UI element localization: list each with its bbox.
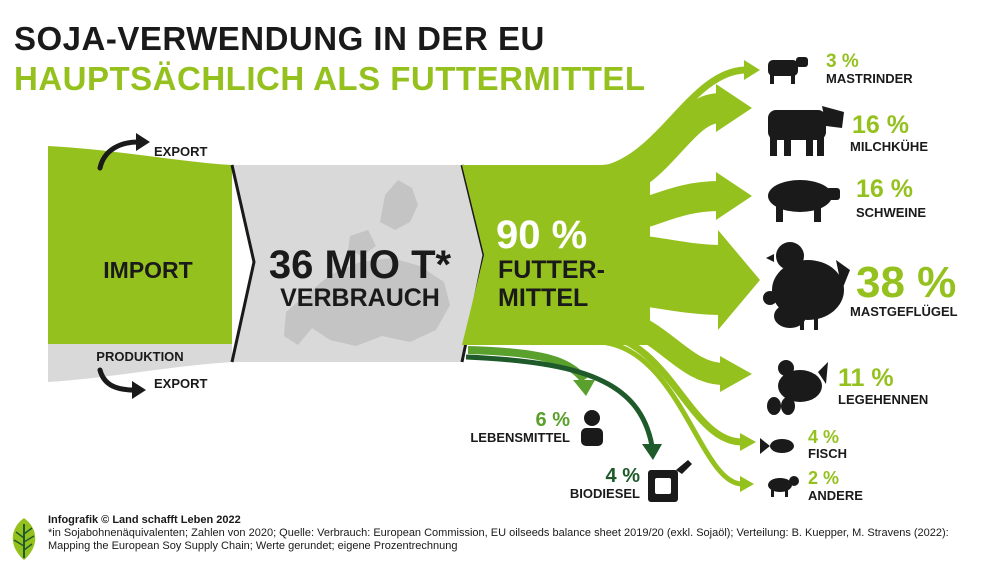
chicken-icon: [763, 242, 850, 330]
output-percent-milchkuehe: 16 %: [852, 111, 909, 139]
hen-egg-icon: [767, 360, 828, 415]
flow-mastgefluegel: [599, 233, 723, 315]
leaf-logo-icon: [12, 518, 36, 560]
output-percent-mastrinder: 3 %: [826, 51, 859, 72]
flow-andere: [599, 339, 743, 487]
output-label-milchkuehe: MILCHKÜHE: [850, 139, 928, 154]
feed-percent: 90 %: [496, 213, 587, 257]
consumption-value: 36 MIO T*: [269, 243, 452, 287]
output-label-mastgefluegel: MASTGEFLÜGEL: [850, 304, 958, 319]
footer-credit: Infografik © Land schafft Leben 2022: [48, 514, 241, 526]
output-label-legehennen: LEGEHENNEN: [838, 392, 928, 407]
other-label-biodiesel: BIODIESEL: [570, 486, 640, 501]
flow-schweine: [598, 181, 721, 237]
person-icon: [581, 410, 603, 446]
output-label-mastrinder: MASTRINDER: [826, 71, 913, 86]
feed-label-line-1: FUTTER-: [498, 256, 605, 284]
sheep-icon: [768, 476, 799, 497]
feed-label-line-2: MITTEL: [498, 284, 588, 312]
flow-fisch: [599, 330, 743, 446]
other-label-lebensmittel: LEBENSMITTEL: [470, 430, 570, 445]
export-top-label: EXPORT: [154, 144, 208, 159]
import-label: IMPORT: [103, 257, 192, 283]
cow-icon: [768, 106, 844, 156]
output-percent-mastgefluegel: 38 %: [856, 258, 956, 307]
pig-icon: [768, 180, 840, 222]
import-band: [48, 146, 232, 344]
consumption-label: VERBRAUCH: [280, 284, 440, 312]
eu-map-icon: [284, 180, 450, 346]
production-label: PRODUKTION: [96, 349, 183, 364]
cattle-icon: [768, 57, 808, 84]
export-top-arrow-icon: [97, 133, 150, 171]
output-percent-andere: 2 %: [808, 468, 839, 488]
flow-milchkuehe: [594, 93, 722, 205]
output-label-fisch: FISCH: [808, 446, 847, 461]
fuel-can-icon: [648, 460, 692, 502]
footer: Infografik © Land schafft Leben 2022 *in…: [48, 514, 988, 553]
output-percent-legehennen: 11 %: [838, 364, 894, 392]
output-percent-fisch: 4 %: [808, 427, 839, 447]
export-bottom-arrow-icon: [97, 367, 146, 399]
title-line-2: HAUPTSÄCHLICH ALS FUTTERMITTEL: [14, 60, 646, 97]
flow-lebensmittel: [467, 346, 588, 383]
output-label-andere: ANDERE: [808, 488, 863, 503]
fish-icon: [760, 438, 794, 454]
footer-note: *in Sojabohnenäquivalenten; Zahlen von 2…: [48, 527, 949, 552]
flow-legehennen: [598, 305, 725, 385]
flow-biodiesel: [465, 354, 655, 447]
output-label-schweine: SCHWEINE: [856, 205, 926, 220]
other-percent-lebensmittel: 6 %: [536, 409, 571, 431]
other-percent-biodiesel: 4 %: [606, 465, 641, 487]
title-line-1: SOJA-VERWENDUNG IN DER EU: [14, 20, 545, 57]
production-band: [48, 344, 232, 382]
output-percent-schweine: 16 %: [856, 175, 913, 203]
export-bottom-label: EXPORT: [154, 376, 208, 391]
